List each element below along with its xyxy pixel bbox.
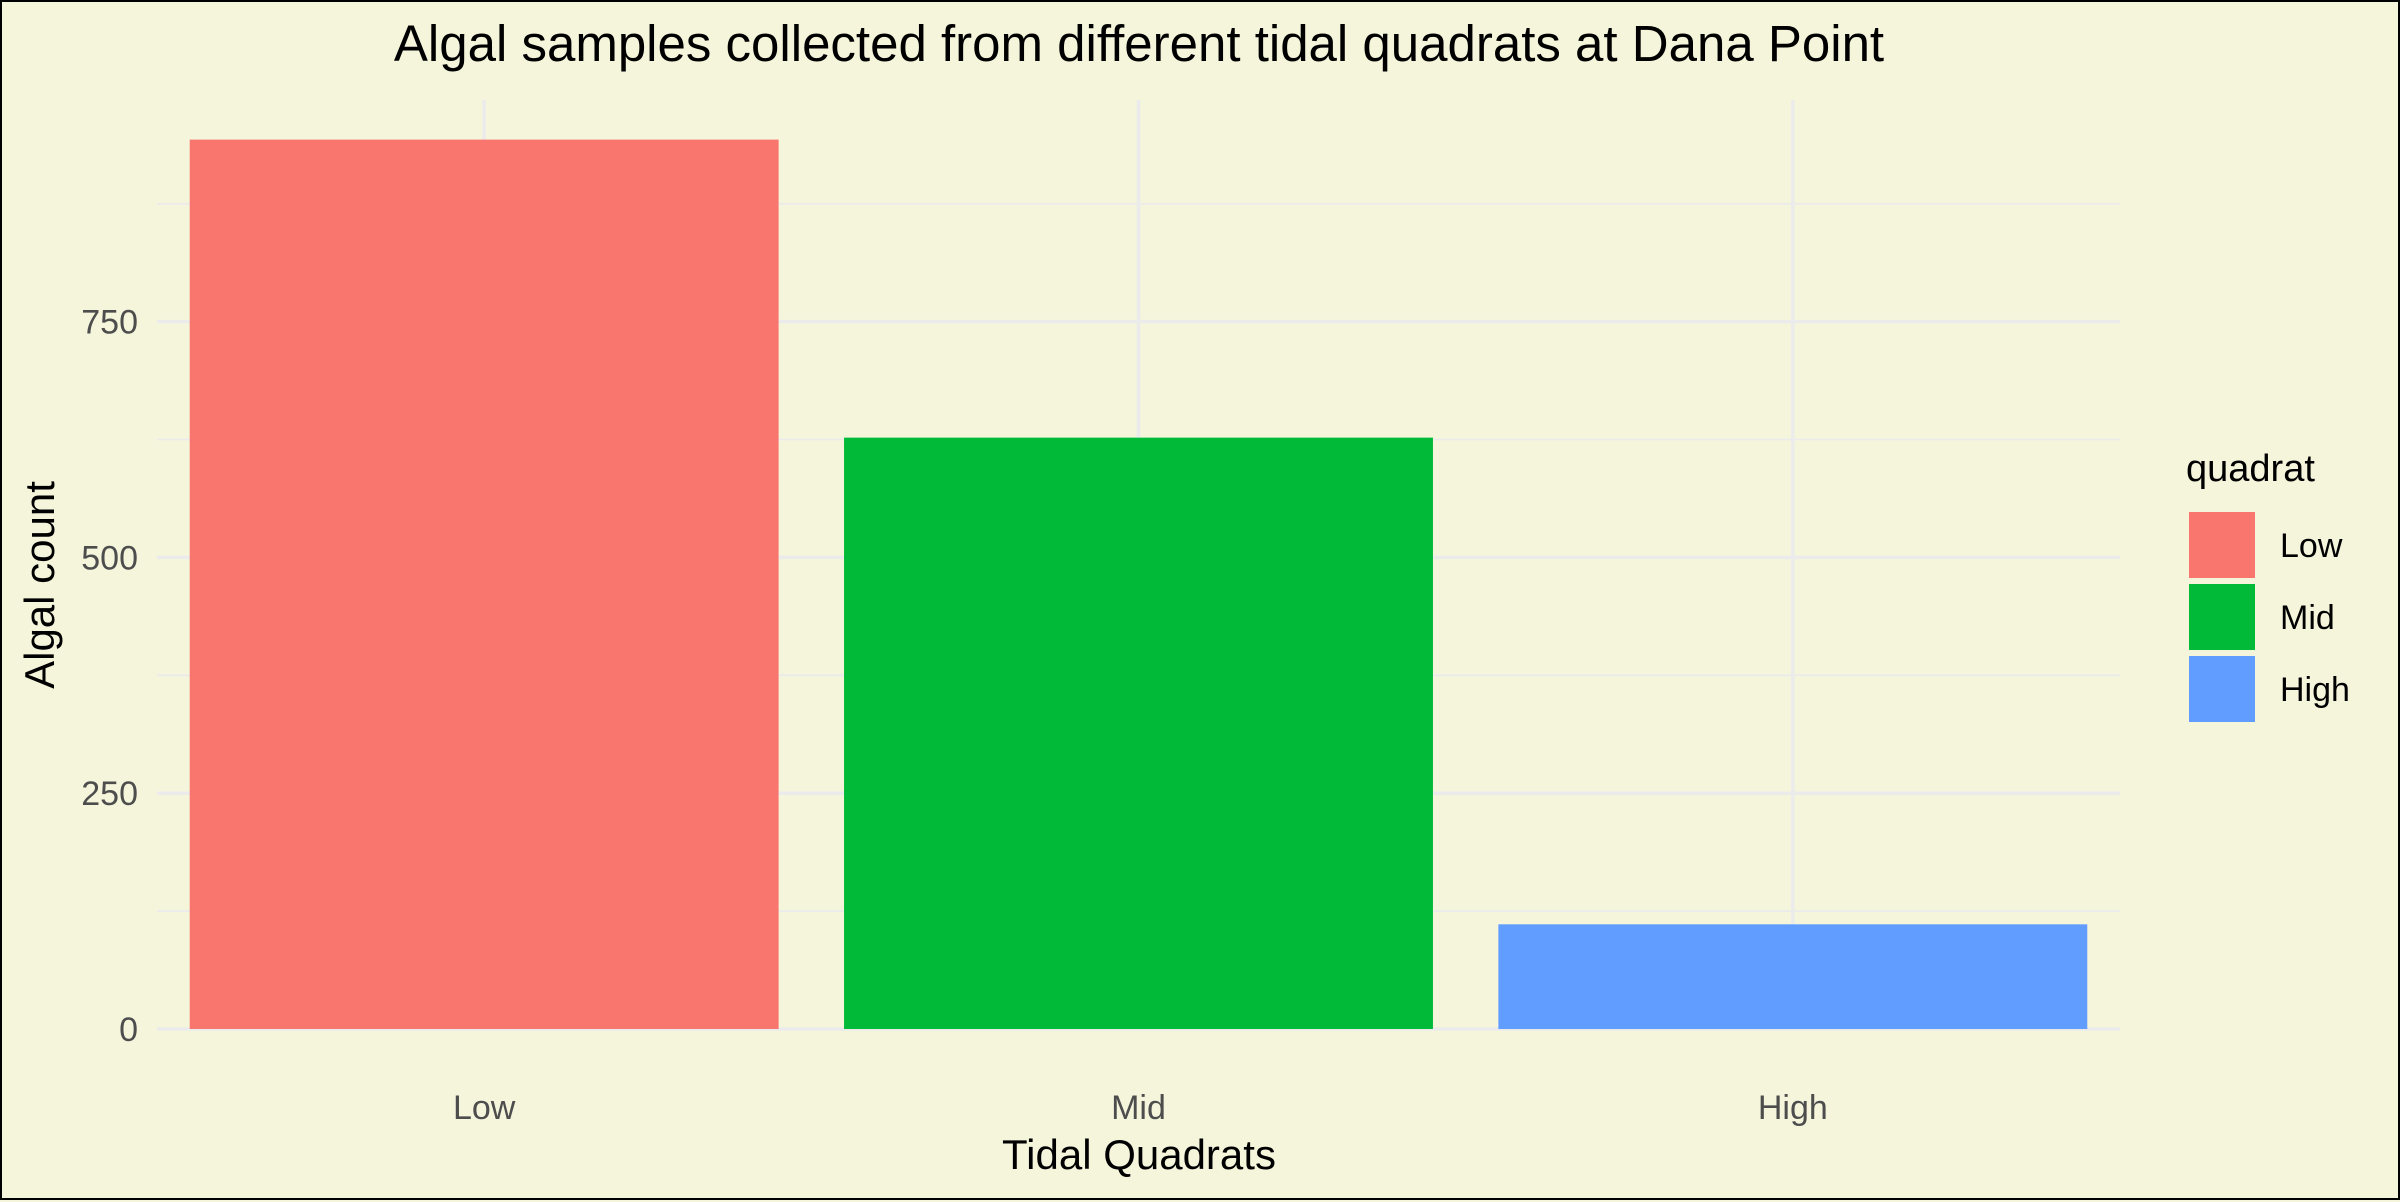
legend-key-high [2189,656,2255,722]
y-axis-ticks: 0 250 500 750 [81,304,138,1049]
legend-label-high: High [2280,671,2350,709]
legend-key-mid [2189,584,2255,650]
bar-low [189,139,779,1029]
legend-title: quadrat [2186,448,2315,490]
y-tick-label: 500 [81,539,138,577]
legend-key-low [2189,512,2255,578]
chart-title: Algal samples collected from different t… [394,15,1884,72]
legend: quadrat Low Mid High [2186,448,2350,722]
bar-high [1498,924,2088,1029]
x-tick-label: Low [453,1089,516,1127]
x-tick-label: Mid [1111,1089,1166,1127]
legend-label-low: Low [2280,527,2343,565]
y-tick-label: 0 [119,1011,138,1049]
bar-mid [844,437,1433,1029]
x-tick-label: High [1758,1089,1828,1127]
y-axis-title: Algal count [16,481,63,689]
legend-items: Low Mid High [2189,512,2350,722]
bars-layer [189,139,2088,1029]
y-tick-label: 250 [81,775,138,813]
x-axis-title: Tidal Quadrats [1002,1131,1276,1178]
x-axis-ticks: Low Mid High [453,1089,1828,1127]
y-tick-label: 750 [81,304,138,342]
legend-label-mid: Mid [2280,599,2335,637]
